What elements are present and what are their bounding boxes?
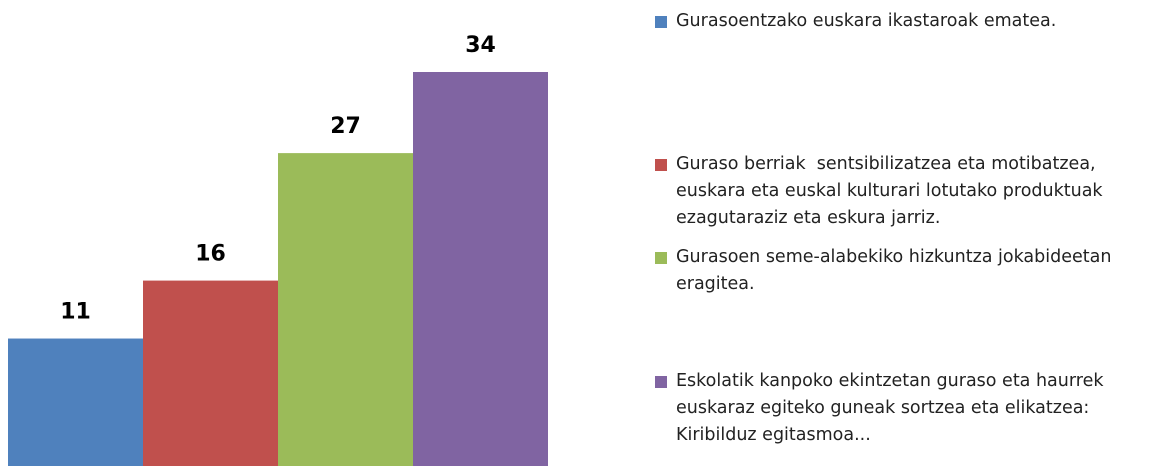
data-label: 27 [330, 114, 361, 139]
plot: 11 16 27 34 [8, 33, 548, 466]
legend-swatch [655, 159, 667, 171]
legend-swatch [655, 376, 667, 388]
legend-label: Gurasoen seme-alabekiko hizkuntza jokabi… [676, 247, 1118, 294]
legend-label: Gurasoentzako euskara ikastaroak ematea. [676, 11, 1057, 31]
legend-swatch [655, 16, 667, 28]
bar [413, 72, 548, 466]
legend-label: Eskolatik kanpoko ekintzetan guraso eta … [676, 371, 1110, 445]
legend-swatch [655, 252, 667, 264]
legend-label: Guraso berriak sentsibilizatzea eta moti… [676, 154, 1109, 228]
bar [278, 153, 413, 466]
data-label: 16 [195, 242, 226, 267]
bar [143, 280, 278, 466]
legend-entry: Eskolatik kanpoko ekintzetan guraso eta … [655, 368, 1170, 449]
legend-entry: Gurasoentzako euskara ikastaroak ematea. [655, 8, 1170, 35]
data-label: 34 [465, 33, 496, 58]
data-label: 11 [60, 300, 91, 325]
legend-entry: Guraso berriak sentsibilizatzea eta moti… [655, 151, 1170, 232]
legend-entry: Gurasoen seme-alabekiko hizkuntza jokabi… [655, 244, 1170, 298]
bar [8, 338, 143, 466]
